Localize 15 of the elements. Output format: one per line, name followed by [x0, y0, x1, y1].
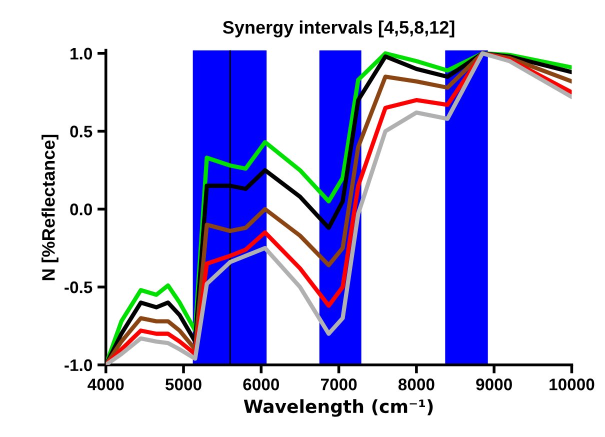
x-tick-label: 7000: [320, 378, 357, 390]
y-tick-label: -1.0: [64, 359, 92, 372]
y-axis-title: N [%Reflectance]: [42, 134, 58, 280]
x-tick-label: 4000: [88, 378, 124, 390]
y-tick-label: 1.0: [70, 48, 92, 60]
y-tick-label: -0.5: [64, 281, 92, 294]
x-tick-label: 10000: [550, 378, 594, 390]
chart-title: Synergy intervals [4,5,8,12]: [222, 20, 454, 38]
x-tick-label: 6000: [243, 378, 280, 390]
x-tick-label: 5000: [165, 378, 202, 390]
y-tick-label: 0.5: [70, 126, 92, 138]
x-tick-label: 9000: [476, 378, 512, 390]
x-tick-label: 8000: [398, 378, 434, 390]
x-axis-title: Wavelength (cm⁻¹): [244, 399, 433, 417]
y-tick-label: 0.0: [70, 204, 92, 216]
